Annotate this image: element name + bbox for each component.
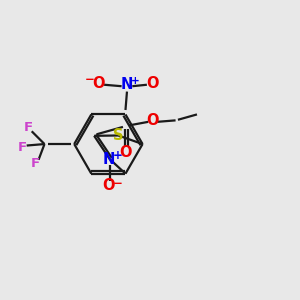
Text: F: F [24,121,33,134]
Text: +: + [130,76,140,86]
Text: −: − [113,177,123,190]
Text: F: F [31,157,40,170]
Text: +: + [113,149,123,162]
Text: −: − [84,73,94,86]
Text: S: S [113,128,124,143]
Text: O: O [119,145,132,160]
Text: O: O [102,178,115,194]
Text: O: O [146,112,159,128]
Text: N: N [102,152,115,167]
Text: F: F [18,140,27,154]
Text: O: O [146,76,158,91]
Text: O: O [92,76,105,91]
Text: N: N [121,77,133,92]
